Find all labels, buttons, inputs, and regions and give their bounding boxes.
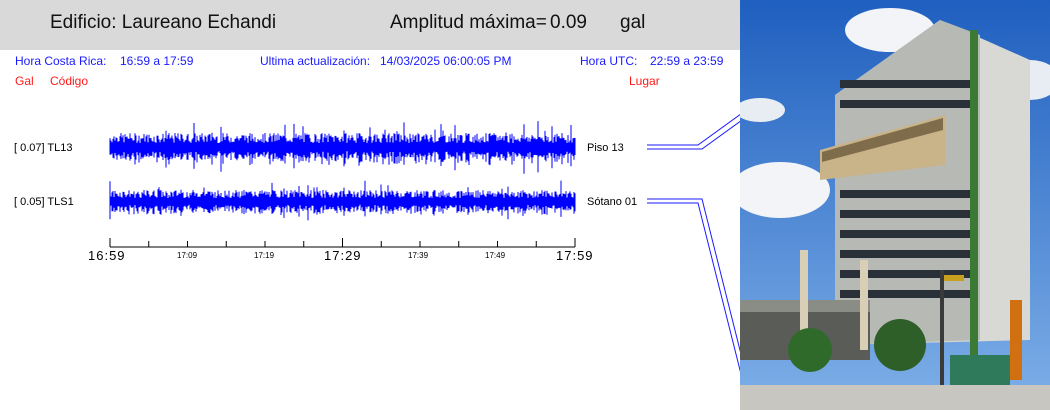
amplitude-value: 0.09: [550, 12, 587, 33]
seismogram-trace-1: [109, 180, 576, 221]
utc-time-label: Hora UTC:: [580, 54, 638, 68]
last-update-label: Ultima actualización:: [260, 54, 371, 68]
tick-label-minor-3: 17:49: [485, 251, 506, 260]
tick-label-minor-2: 17:39: [408, 251, 429, 260]
amplitude-label: Amplitud máxima=: [390, 12, 547, 33]
seismogram-trace-0: [109, 121, 576, 174]
amplitude-unit: gal: [620, 12, 646, 33]
trace-label-tl13: [ 0.07] TL13: [14, 142, 73, 154]
last-update-value: 14/03/2025 06:00:05 PM: [380, 54, 512, 68]
costa-rica-time-range: 16:59 a 17:59: [120, 54, 194, 68]
column-gal: Gal: [15, 74, 34, 88]
location-sotano-01: Sótano 01: [587, 196, 638, 208]
location-piso-13: Piso 13: [587, 142, 624, 154]
building-photo: [740, 0, 1050, 410]
tick-label-minor-1: 17:19: [254, 251, 275, 260]
building-name: Edificio: Laureano Echandi: [50, 12, 277, 33]
title-bar: Edificio: Laureano Echandi Amplitud máxi…: [0, 0, 740, 50]
utc-time-range: 22:59 a 23:59: [650, 54, 724, 68]
tick-label-major-0: 16:59: [88, 248, 126, 263]
trace-label-tls1: [ 0.05] TLS1: [14, 196, 74, 208]
tick-label-major-1: 17:29: [324, 248, 362, 263]
column-code: Código: [50, 74, 89, 88]
tick-label-minor-0: 17:09: [177, 251, 198, 260]
tick-label-major-2: 17:59: [556, 248, 594, 263]
column-place: Lugar: [629, 74, 660, 88]
costa-rica-time-label: Hora Costa Rica:: [15, 54, 107, 68]
